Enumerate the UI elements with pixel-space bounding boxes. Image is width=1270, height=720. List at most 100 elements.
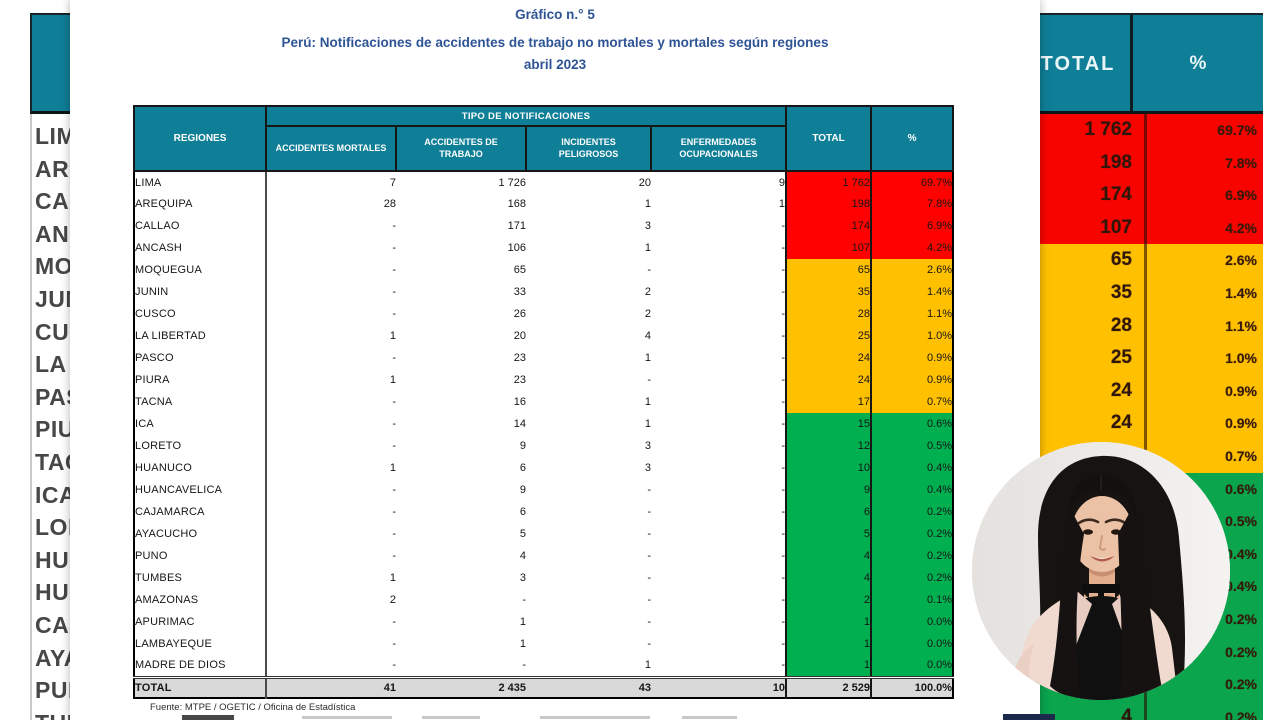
table-row: APURIMAC -1- -1 0.0%: [134, 611, 954, 633]
background-region-name: ANCASH: [35, 220, 70, 247]
table-row: PIURA 1 23- -24 0.9%: [134, 369, 954, 391]
pct-cell: 0.0%: [870, 611, 954, 633]
background-region-names: LIMA AREQUIPA CALLAO ANCASH MOQUEGUA JUNIN CUS…: [35, 120, 70, 720]
pct-cell: 0.0%: [870, 633, 954, 655]
pct-cell: 0.1%: [870, 589, 954, 611]
background-total-value: 107: [1100, 216, 1132, 238]
background-pct-value: 1.1%: [1144, 309, 1263, 343]
mortales-cell: -: [392, 418, 396, 430]
trabajo-cell: 23: [513, 352, 526, 364]
background-total-value: 35: [1110, 281, 1132, 303]
total-cell: 6: [785, 501, 872, 523]
pct-cell: 0.2%: [870, 567, 954, 589]
trabajo-cell: 65: [513, 264, 526, 276]
background-total-value: 24: [1110, 379, 1132, 401]
background-pct-value: 1.4%: [1144, 276, 1263, 310]
incidentes-cell: 3: [644, 440, 651, 452]
background-region-name: HUANUCO: [35, 546, 70, 573]
enfermedades-cell: -: [781, 506, 786, 518]
region-cell: CAJAMARCA: [134, 501, 267, 523]
trabajo-cell: 168: [507, 198, 526, 210]
region-cell: MOQUEGUA: [134, 259, 267, 281]
page-bottom-artifact: [540, 716, 650, 719]
total-region-cell: TOTAL: [134, 675, 267, 698]
enfermedades-cell: -: [781, 616, 786, 628]
background-right-row: 24 0.9%: [1040, 407, 1263, 440]
background-right-header: TOTAL %: [1040, 13, 1263, 114]
background-right-row: 28 1.1%: [1040, 309, 1263, 343]
total-cell: 5: [785, 523, 872, 545]
region-cell: ICA: [134, 413, 267, 435]
mortales-cell: -: [392, 550, 396, 562]
background-region-name: LORETO: [35, 514, 70, 541]
total-cell: 107: [785, 237, 872, 259]
mortales-cell: -: [392, 242, 396, 254]
background-region-name: PIURA: [35, 416, 70, 443]
region-cell: AREQUIPA: [134, 193, 267, 215]
incidentes-cell: 3: [644, 220, 651, 232]
background-region-name: TACNA: [35, 448, 70, 475]
total-cell: 1: [785, 633, 872, 655]
incidentes-cell: 1: [644, 659, 651, 672]
trabajo-cell: 1: [519, 616, 526, 628]
mortales-cell: 1: [389, 572, 396, 584]
pct-cell: 0.5%: [870, 435, 954, 457]
total-incidentes-cell: 43: [526, 675, 651, 698]
total-pct-cell: 100.0%: [870, 675, 954, 698]
table-row: MOQUEGUA -65- -65 2.6%: [134, 259, 954, 281]
enfermedades-cell: -: [781, 572, 786, 584]
header-accidentes-trabajo: ACCIDENTES DE TRABAJO: [395, 125, 527, 172]
region-cell: AMAZONAS: [134, 589, 267, 611]
total-cell: 24: [785, 347, 872, 369]
incidentes-cell: 2: [644, 308, 651, 320]
trabajo-cell: 4: [519, 550, 526, 562]
region-cell: LA LIBERTAD: [134, 325, 267, 347]
header-tipo-notificaciones: TIPO DE NOTIFICACIONES: [264, 105, 788, 127]
enfermedades-cell: -: [781, 264, 786, 276]
mortales-cell: -: [392, 484, 396, 496]
background-pct-value: 6.9%: [1144, 179, 1263, 212]
incidentes-cell: -: [647, 528, 651, 540]
pct-cell: 0.9%: [870, 369, 954, 391]
mortales-cell: -: [392, 528, 396, 540]
background-column-border: [30, 114, 32, 720]
incidentes-cell: -: [647, 572, 651, 584]
incidentes-cell: -: [647, 594, 651, 606]
incidentes-cell: 1: [644, 352, 651, 364]
mortales-cell: -: [392, 352, 396, 364]
background-right-row: 35 1.4%: [1040, 276, 1263, 310]
background-total-value: 24: [1110, 412, 1132, 434]
table-row: PASCO -23 1-24 0.9%: [134, 347, 954, 369]
document-page: Gráfico n.° 5 Perú: Notificaciones de ac…: [70, 0, 1040, 720]
region-cell: HUANUCO: [134, 457, 267, 479]
background-total-value: 198: [1100, 151, 1132, 173]
region-cell: LAMBAYEQUE: [134, 633, 267, 655]
enfermedades-cell: -: [781, 396, 786, 408]
total-cell: 1: [785, 655, 872, 677]
incidentes-cell: 1: [644, 242, 651, 254]
total-cell: 28: [785, 303, 872, 325]
enfermedades-cell: -: [781, 418, 786, 430]
woman-portrait-illustration: [972, 442, 1230, 700]
total-cell: 174: [785, 215, 872, 237]
table-row: LIMA 7 1 726 20 9 1 762 69.7%: [134, 171, 954, 193]
table-row: ICA -14 1-15 0.6%: [134, 413, 954, 435]
incidentes-cell: 3: [644, 462, 651, 474]
table-row: CAJAMARCA -6- -6 0.2%: [134, 501, 954, 523]
pct-cell: 0.9%: [870, 347, 954, 369]
background-region-name: MOQUEGUA: [35, 253, 70, 280]
total-cell: 25: [785, 325, 872, 347]
background-pct-value: 1.0%: [1144, 342, 1263, 375]
table-row: CALLAO -171 3-174 6.9%: [134, 215, 954, 237]
pct-cell: 7.8%: [870, 193, 954, 215]
table-row: CUSCO -26 2-28 1.1%: [134, 303, 954, 325]
region-cell: CALLAO: [134, 215, 267, 237]
pct-cell: 0.2%: [870, 545, 954, 567]
total-cell: 17: [785, 391, 872, 413]
trabajo-cell: 9: [519, 484, 526, 496]
background-regiones-header-cell: [30, 13, 70, 114]
total-cell: 65: [785, 259, 872, 281]
total-cell: 2: [785, 589, 872, 611]
region-cell: AYACUCHO: [134, 523, 267, 545]
mortales-cell: -: [392, 440, 396, 452]
